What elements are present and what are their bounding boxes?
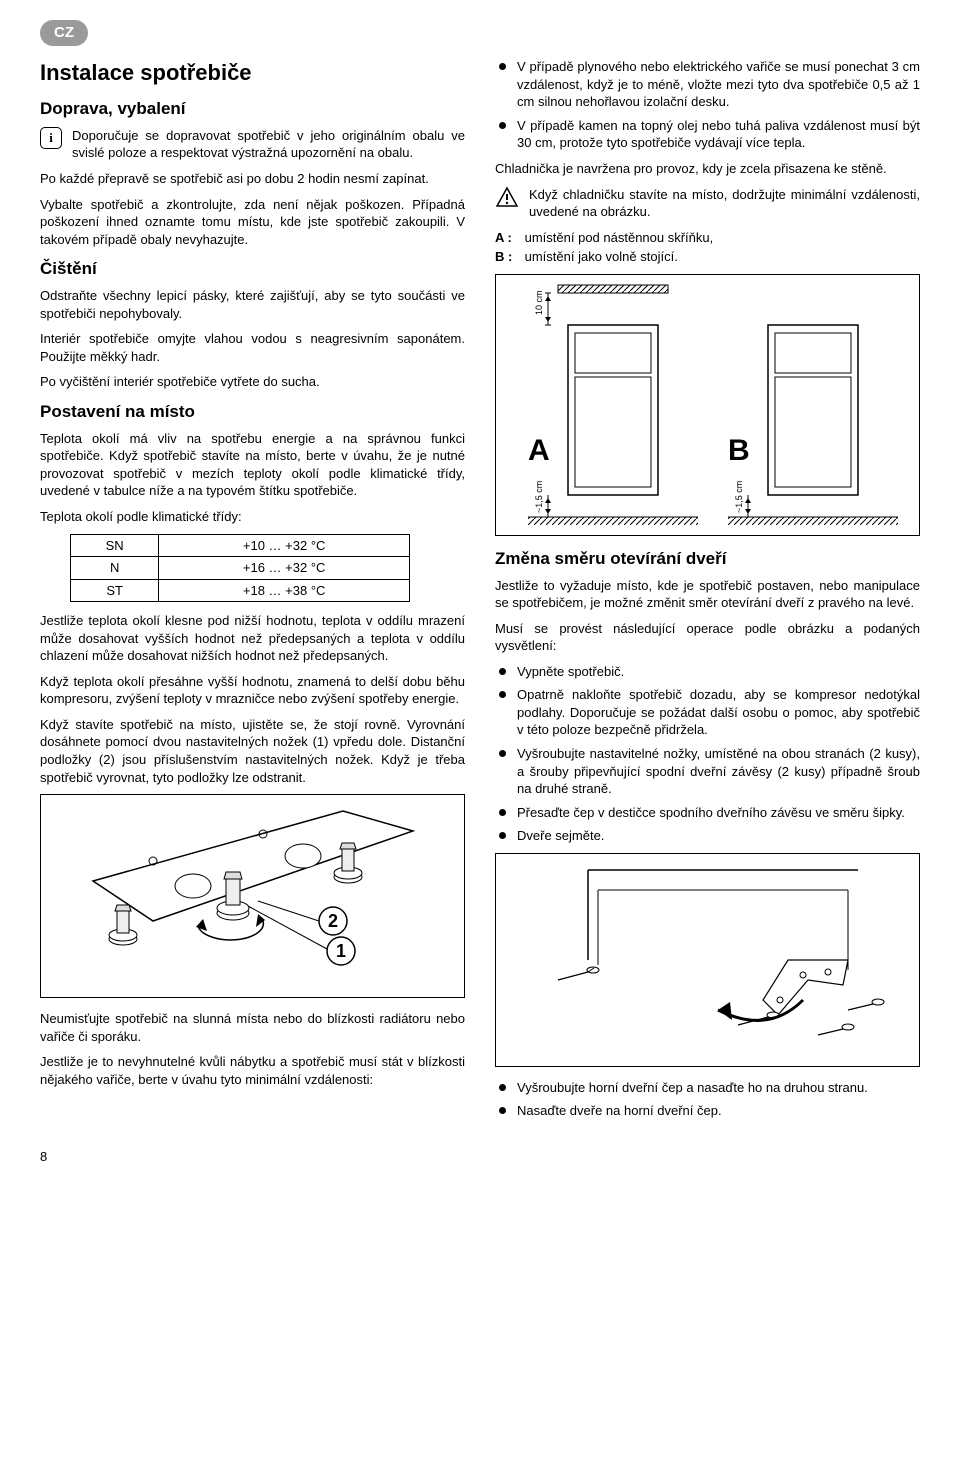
svg-text:B: B	[728, 434, 750, 467]
bullet-list: Vyšroubujte horní dveřní čep a nasaďte h…	[495, 1079, 920, 1120]
table-cell: N	[71, 557, 159, 580]
left-column: Instalace spotřebiče Doprava, vybalení i…	[40, 58, 465, 1128]
paragraph: Když chladničku stavíte na místo, dodržu…	[529, 186, 920, 221]
paragraph: Teplota okolí podle klimatické třídy:	[40, 508, 465, 526]
feet-diagram: 2 1	[40, 794, 465, 998]
svg-text:1: 1	[335, 941, 345, 961]
list-item: V případě plynového nebo elektrického va…	[495, 58, 920, 111]
climate-table: SN +10 … +32 °C N +16 … +32 °C ST +18 … …	[70, 534, 410, 603]
svg-text:A: A	[528, 434, 550, 467]
hinge-diagram	[495, 853, 920, 1067]
paragraph: Jestliže to vyžaduje místo, kde je spotř…	[495, 577, 920, 612]
list-item: Vyšroubujte horní dveřní čep a nasaďte h…	[495, 1079, 920, 1097]
list-item: Vyšroubujte nastavitelné nožky, umístěné…	[495, 745, 920, 798]
list-item: V případě kamen na topný olej nebo tuhá …	[495, 117, 920, 152]
page-number: 8	[40, 1148, 920, 1166]
heading-cisteni: Čištění	[40, 258, 465, 281]
kv-text: umístění jako volně stojící.	[525, 249, 678, 264]
list-item: Vypněte spotřebič.	[495, 663, 920, 681]
svg-text:~1,5 cm: ~1,5 cm	[734, 480, 744, 512]
feet-diagram-svg: 2 1	[83, 801, 423, 991]
placement-diagram: 10 cm ~1,5 cm A	[495, 274, 920, 536]
warning-icon	[495, 186, 519, 213]
placement-diagram-svg: 10 cm ~1,5 cm A	[498, 275, 918, 535]
table-cell: +18 … +38 °C	[159, 579, 410, 602]
table-cell: +10 … +32 °C	[159, 534, 410, 557]
heading-zmena: Změna směru otevírání dveří	[495, 548, 920, 571]
paragraph: Teplota okolí má vliv na spotřebu energi…	[40, 430, 465, 500]
svg-text:~1,5 cm: ~1,5 cm	[534, 480, 544, 512]
table-cell: ST	[71, 579, 159, 602]
paragraph: Vybalte spotřebič a zkontrolujte, zda ne…	[40, 196, 465, 249]
list-item: Dveře sejměte.	[495, 827, 920, 845]
info-block: i Doporučuje se dopravovat spotřebič v j…	[40, 127, 465, 162]
list-item: Přesaďte čep v destičce spodního dveřníh…	[495, 804, 920, 822]
key-value-a: A : umístění pod nástěnnou skříňku,	[495, 229, 920, 247]
hinge-diagram-svg	[518, 860, 898, 1060]
table-row: N +16 … +32 °C	[71, 557, 410, 580]
paragraph: Jestliže teplota okolí klesne pod nižší …	[40, 612, 465, 665]
paragraph: Když teplota okolí přesáhne vyšší hodnot…	[40, 673, 465, 708]
steps-list: Vypněte spotřebič. Opatrně nakloňte spot…	[495, 663, 920, 845]
right-column: V případě plynového nebo elektrického va…	[495, 58, 920, 1128]
table-cell: +16 … +32 °C	[159, 557, 410, 580]
heading-postaveni: Postavení na místo	[40, 401, 465, 424]
paragraph: Chladnička je navržena pro provoz, kdy j…	[495, 160, 920, 178]
key-value-b: B : umístění jako volně stojící.	[495, 248, 920, 266]
list-item: Opatrně nakloňte spotřebič dozadu, aby s…	[495, 686, 920, 739]
warning-block: Když chladničku stavíte na místo, dodržu…	[495, 186, 920, 221]
table-row: ST +18 … +38 °C	[71, 579, 410, 602]
table-row: SN +10 … +32 °C	[71, 534, 410, 557]
paragraph: Neumisťujte spotřebič na slunná místa ne…	[40, 1010, 465, 1045]
paragraph: Jestliže je to nevyhnutelné kvůli nábytk…	[40, 1053, 465, 1088]
paragraph: Interiér spotřebiče omyjte vlahou vodou …	[40, 330, 465, 365]
table-cell: SN	[71, 534, 159, 557]
language-badge: CZ	[40, 20, 88, 46]
heading-doprava: Doprava, vybalení	[40, 98, 465, 121]
page-title: Instalace spotřebiče	[40, 58, 465, 88]
paragraph: Po každé přepravě se spotřebič asi po do…	[40, 170, 465, 188]
paragraph: Po vyčištění interiér spotřebiče vytřete…	[40, 373, 465, 391]
svg-text:2: 2	[327, 911, 337, 931]
bullet-list: V případě plynového nebo elektrického va…	[495, 58, 920, 152]
kv-text: umístění pod nástěnnou skříňku,	[525, 230, 714, 245]
svg-text:10 cm: 10 cm	[534, 290, 544, 315]
paragraph: Když stavíte spotřebič na místo, ujistět…	[40, 716, 465, 786]
page-columns: Instalace spotřebiče Doprava, vybalení i…	[40, 58, 920, 1128]
info-icon: i	[40, 127, 62, 149]
paragraph: Musí se provést následující operace podl…	[495, 620, 920, 655]
list-item: Nasaďte dveře na horní dveřní čep.	[495, 1102, 920, 1120]
paragraph: Odstraňte všechny lepicí pásky, které za…	[40, 287, 465, 322]
paragraph: Doporučuje se dopravovat spotřebič v jeh…	[72, 127, 465, 162]
